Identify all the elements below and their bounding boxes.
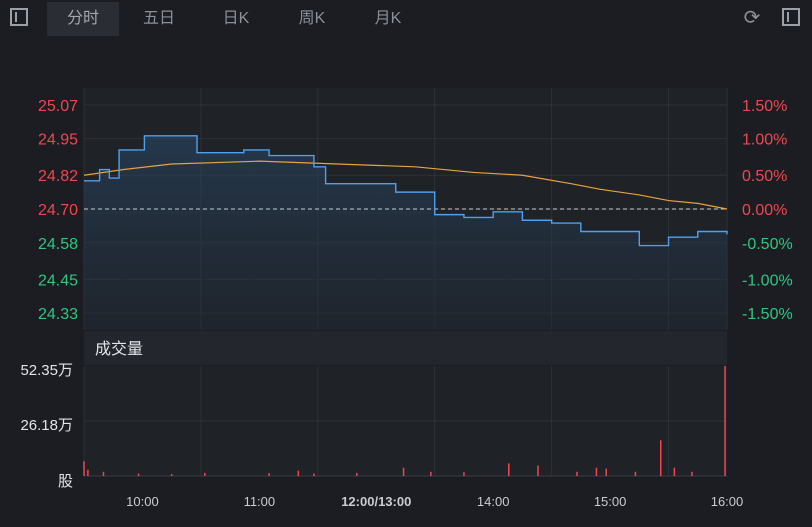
time-tick-label: 16:00	[711, 494, 744, 509]
period-toolbar: 分时 五日 日K 周K 月K ⟳	[0, 0, 812, 38]
tab-intraday[interactable]: 分时	[47, 2, 119, 36]
percent-tick-label: -0.50%	[742, 236, 793, 253]
volume-tick-max: 52.35万	[20, 362, 73, 379]
panel-toggle-icon[interactable]	[10, 8, 28, 26]
refresh-icon[interactable]: ⟳	[743, 7, 761, 29]
price-tick-label: 24.82	[38, 168, 78, 185]
tab-five-day[interactable]: 五日	[142, 10, 175, 27]
percent-tick-label: 0.00%	[742, 202, 787, 219]
volume-header-bar	[84, 331, 727, 365]
tab-monthly-k[interactable]: 月K	[374, 10, 402, 27]
price-tick-label: 25.07	[38, 98, 78, 115]
volume-tick-mid: 26.18万	[20, 417, 73, 434]
price-tick-label: 24.45	[38, 272, 78, 289]
price-area-fill	[84, 135, 727, 330]
time-tick-label: 10:00	[126, 494, 159, 509]
percent-tick-label: 0.50%	[742, 168, 787, 185]
time-tick-label: 14:00	[477, 494, 510, 509]
price-tick-label: 24.95	[38, 132, 78, 149]
time-tick-label: 12:00/13:00	[341, 494, 411, 509]
volume-bars	[83, 366, 726, 476]
price-tick-label: 24.33	[38, 306, 78, 323]
volume-grid	[83, 366, 727, 477]
percent-tick-label: 1.00%	[742, 132, 787, 149]
percent-tick-label: 1.50%	[742, 98, 787, 115]
tab-weekly-k[interactable]: 周K	[298, 10, 326, 27]
volume-unit: 股	[58, 473, 73, 490]
average-price-line	[83, 160, 728, 210]
time-axis: 10:00 11:00 12:00/13:00 14:00 15:00 16:00	[126, 494, 743, 509]
price-line	[84, 135, 728, 247]
tab-daily-k[interactable]: 日K	[222, 10, 250, 27]
volume-title: 成交量	[95, 340, 143, 358]
panel-toggle-icon[interactable]	[782, 8, 800, 26]
price-tick-label: 24.70	[38, 202, 78, 219]
percent-axis-right: 1.50% 1.00% 0.50% 0.00% -0.50% -1.00% -1.50%	[742, 98, 793, 323]
percent-tick-label: -1.50%	[742, 306, 793, 323]
time-tick-label: 11:00	[244, 494, 276, 509]
price-axis-left: 25.07 24.95 24.82 24.70 24.58 24.45 24.33	[38, 98, 78, 323]
price-tick-label: 24.58	[38, 236, 78, 253]
percent-tick-label: -1.00%	[742, 272, 793, 289]
time-tick-label: 15:00	[594, 494, 627, 509]
